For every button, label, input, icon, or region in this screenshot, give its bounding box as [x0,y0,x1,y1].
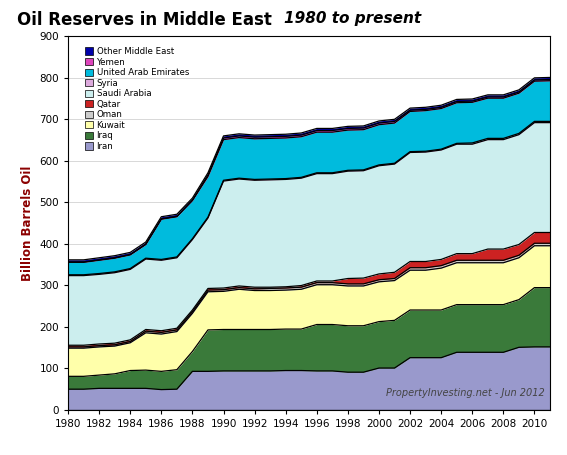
Text: 1980 to present: 1980 to present [284,11,421,26]
Text: PropertyInvesting.net - Jun 2012: PropertyInvesting.net - Jun 2012 [387,388,545,398]
Text: Oil Reserves in Middle East: Oil Reserves in Middle East [17,11,284,30]
Legend: Other Middle East, Yemen, United Arab Emirates, Syria, Saudi Arabia, Qatar, Oman: Other Middle East, Yemen, United Arab Em… [82,45,192,153]
Y-axis label: Billion Barrels Oil: Billion Barrels Oil [21,165,34,281]
